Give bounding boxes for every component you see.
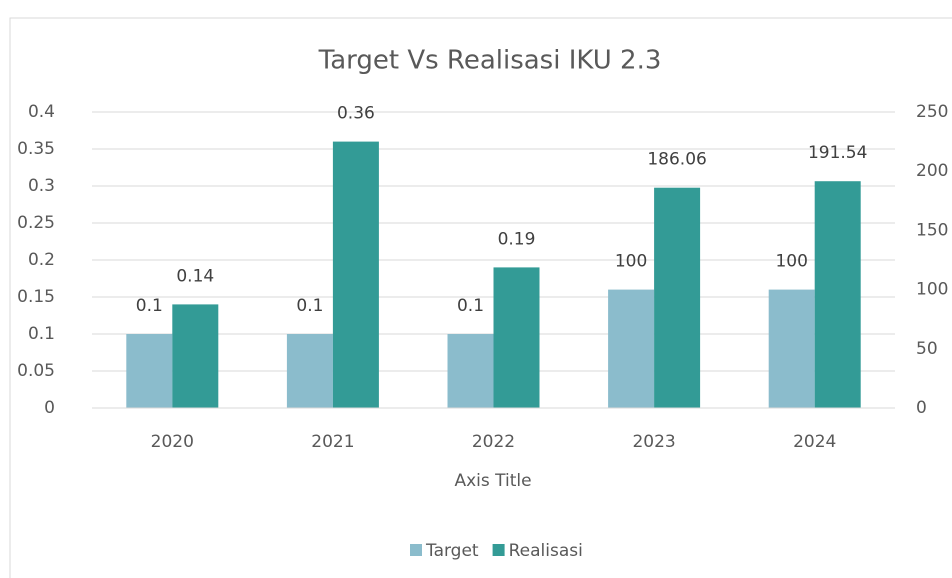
bar — [654, 187, 701, 408]
x-tick-label: 2024 — [793, 432, 836, 452]
y-tick-label: 0.35 — [17, 139, 55, 159]
y2-tick-label: 50 — [916, 339, 938, 359]
y2-tick-label: 150 — [916, 220, 948, 240]
bar — [126, 334, 173, 408]
y2-tick-label: 250 — [916, 102, 948, 122]
y-tick-label: 0.3 — [28, 176, 55, 196]
bar — [814, 181, 861, 408]
bar — [493, 267, 540, 408]
legend-label: Realisasi — [509, 541, 583, 561]
y2-tick-label: 200 — [916, 161, 948, 181]
y-tick-label: 0.25 — [17, 213, 55, 233]
y-tick-label: 0.4 — [28, 102, 55, 122]
y-tick-label: 0.2 — [28, 250, 55, 270]
y-tick-label: 0.05 — [17, 361, 55, 381]
data-label: 191.54 — [808, 143, 867, 163]
bar — [608, 289, 655, 408]
legend-swatch — [492, 544, 505, 556]
data-label: 0.1 — [136, 296, 163, 316]
bar — [172, 304, 219, 408]
data-label: 186.06 — [647, 150, 706, 170]
x-tick-label: 2022 — [472, 432, 515, 452]
y-tick-label: 0 — [44, 398, 55, 418]
bar — [332, 141, 379, 408]
x-tick-label: 2020 — [151, 432, 194, 452]
data-label: 100 — [775, 252, 807, 272]
legend-swatch — [410, 544, 422, 556]
x-tick-label: 2023 — [632, 432, 675, 452]
y2-tick-label: 100 — [916, 280, 948, 300]
bar — [768, 289, 815, 408]
data-label: 0.36 — [337, 104, 375, 124]
data-label: 100 — [615, 252, 647, 272]
chart-title: Target Vs Realisasi IKU 2.3 — [318, 46, 662, 76]
data-label: 0.1 — [296, 296, 323, 316]
bar — [286, 334, 333, 408]
y2-tick-label: 0 — [916, 398, 927, 418]
data-label: 0.1 — [457, 296, 484, 316]
x-tick-label: 2021 — [311, 432, 354, 452]
data-label: 0.19 — [498, 229, 536, 249]
y-tick-label: 0.1 — [28, 324, 55, 344]
legend-label: Target — [425, 541, 479, 561]
data-label: 0.14 — [176, 266, 214, 286]
bar — [447, 334, 494, 408]
y-tick-label: 0.15 — [17, 287, 55, 307]
x-axis-title: Axis Title — [454, 471, 531, 491]
